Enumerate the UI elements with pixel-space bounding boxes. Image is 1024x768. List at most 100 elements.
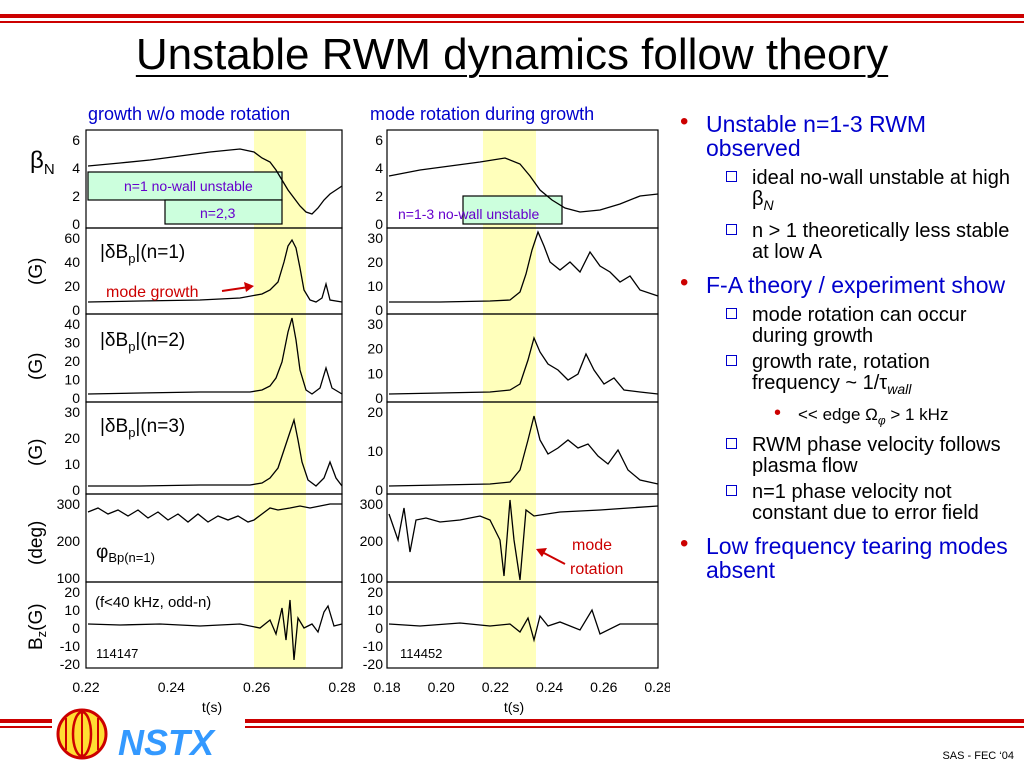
y-tick-left: 4	[72, 160, 80, 176]
dbp-n2-trace-left	[87, 317, 343, 395]
dot-bullet-icon: •	[680, 269, 689, 296]
y-tick-left: 20	[64, 430, 80, 446]
y-tick-left: 10	[64, 456, 80, 472]
y-tick-left: 200	[57, 533, 81, 549]
n23-no-wall-box	[164, 199, 283, 225]
y-tick-left: 10	[64, 602, 80, 618]
dbp-n2-trace-right	[388, 336, 659, 395]
y-tick-left: 40	[64, 254, 80, 270]
bz-trace-right	[388, 608, 658, 643]
phi-label: φBp(n=1)	[96, 542, 155, 565]
stacked-time-traces: n=1 no-wall unstable n=2,3 n=1-3 no-wall…	[26, 129, 670, 715]
bullet-level-1: • Low frequency tearing modes absent	[680, 530, 1008, 584]
y-tick-right: 0	[375, 216, 383, 232]
y-tick-right: 100	[360, 570, 384, 586]
shot-number-left: 114147	[96, 646, 138, 661]
y-tick-left: 0	[72, 620, 80, 636]
dbp-n1-axis-label: (G)	[26, 258, 47, 285]
filter-note: (f<40 kHz, odd-n)	[95, 594, 211, 611]
right-column-title: mode rotation during growth	[370, 104, 595, 124]
y-tick-right: 300	[360, 496, 384, 512]
n13-no-wall-box	[462, 195, 563, 225]
y-tick-left: 0	[72, 482, 80, 498]
y-tick-left: 300	[57, 496, 81, 512]
bullet-level-2: mode rotation can occur during growth	[676, 305, 1021, 347]
y-tick-left: 20	[64, 353, 80, 369]
x-axis-label-right: t(s)	[504, 699, 524, 715]
y-tick-right: 0	[375, 302, 383, 318]
bullet-level-1: • F-A theory / experiment show	[680, 269, 1006, 298]
y-tick-right: 0	[375, 390, 383, 406]
y-tick-right: 10	[367, 278, 383, 294]
y-tick-left: 30	[64, 404, 80, 420]
slide-title: Unstable RWM dynamics follow theory	[135, 30, 889, 79]
y-tick-right: 10	[367, 365, 383, 381]
square-bullet-icon	[726, 224, 737, 235]
x-tick-left: 0.24	[158, 679, 185, 695]
phi-trace-left	[87, 503, 342, 523]
dot-bullet-icon: •	[680, 530, 689, 558]
y-tick-left: 0	[72, 216, 80, 232]
y-tick-right: 20	[367, 584, 383, 600]
footer	[0, 708, 1024, 760]
dbp-n3-axis-label: (G)	[26, 439, 47, 466]
shot-number-right: 114452	[400, 646, 442, 661]
square-bullet-icon	[726, 171, 737, 182]
mode-rotation-label-2: rotation	[570, 561, 623, 578]
x-tick-right: 0.18	[373, 679, 400, 695]
dot-bullet-icon: •	[680, 108, 689, 135]
y-tick-left: -10	[60, 638, 80, 654]
n1-no-wall-label: n=1 no-wall unstable	[124, 178, 253, 194]
square-bullet-icon	[726, 438, 737, 450]
y-tick-right: -10	[363, 638, 383, 654]
square-bullet-icon	[726, 485, 737, 497]
bullet-level-2: growth rate, rotation frequency ~ 1/τwal…	[676, 352, 1021, 400]
y-tick-left: 2	[72, 188, 80, 204]
x-tick-left: 0.26	[243, 679, 270, 695]
y-tick-left: -20	[60, 656, 80, 672]
x-tick-right: 0.20	[428, 679, 455, 695]
bullet-level-2: RWM phase velocity follows plasma flow	[676, 435, 1021, 477]
square-bullet-icon	[726, 308, 737, 319]
y-tick-left: 30	[64, 335, 80, 351]
top-rule	[0, 14, 1024, 23]
y-tick-left: 20	[64, 278, 80, 294]
y-tick-right: 20	[367, 341, 383, 357]
y-tick-left: 60	[64, 230, 80, 246]
dbp-n2-label: |δBp|(n=2)	[100, 330, 185, 354]
y-tick-right: 10	[367, 602, 383, 618]
betaN-trace-left	[87, 148, 343, 215]
y-tick-right: 2	[375, 188, 383, 204]
y-tick-left: 20	[64, 584, 80, 600]
y-tick-right: 20	[367, 404, 383, 420]
y-tick-right: 30	[367, 230, 383, 246]
bullet-level-2: n > 1 theoretically less stable at low A	[676, 221, 1021, 263]
y-tick-right: 200	[360, 533, 384, 549]
y-tick-left: 40	[64, 316, 80, 332]
bullet-level-2: n=1 phase velocity not constant due to e…	[676, 482, 1021, 524]
dbp-n1-label: |δBp|(n=1)	[100, 242, 185, 266]
y-tick-left: 0	[72, 390, 80, 406]
square-bullet-icon	[726, 355, 737, 366]
bullet-level-3: • << edge Ωφ > 1 kHz	[774, 402, 949, 428]
y-tick-left: 0	[72, 302, 80, 318]
n13-no-wall-label: n=1-3 no-wall unstable	[398, 206, 539, 222]
nstx-logo-icon	[56, 708, 108, 760]
betaN-trace-right	[388, 157, 659, 213]
y-tick-right: 10	[367, 443, 383, 459]
x-tick-left: 0.28	[328, 679, 355, 695]
x-axis-label-left: t(s)	[202, 699, 222, 715]
y-tick-right: 0	[375, 620, 383, 636]
n1-no-wall-box	[87, 171, 283, 201]
bullet-list: • Unstable n=1-3 RWM observed ideal no-wal…	[676, 108, 1021, 590]
bullet-level-2: ideal no-wall unstable at high βN	[676, 168, 1021, 216]
y-tick-right: -20	[363, 656, 383, 672]
x-tick-right: 0.26	[590, 679, 617, 695]
y-tick-left: 100	[57, 570, 81, 586]
mode-rotation-label-1: mode	[572, 537, 612, 554]
y-tick-right: 30	[367, 316, 383, 332]
bullet-level-1: • Unstable n=1-3 RWM observed	[680, 108, 927, 161]
dbp-n2-axis-label: (G)	[26, 353, 47, 380]
dot-bullet-icon: •	[774, 402, 782, 424]
y-tick-right: 6	[375, 132, 383, 148]
